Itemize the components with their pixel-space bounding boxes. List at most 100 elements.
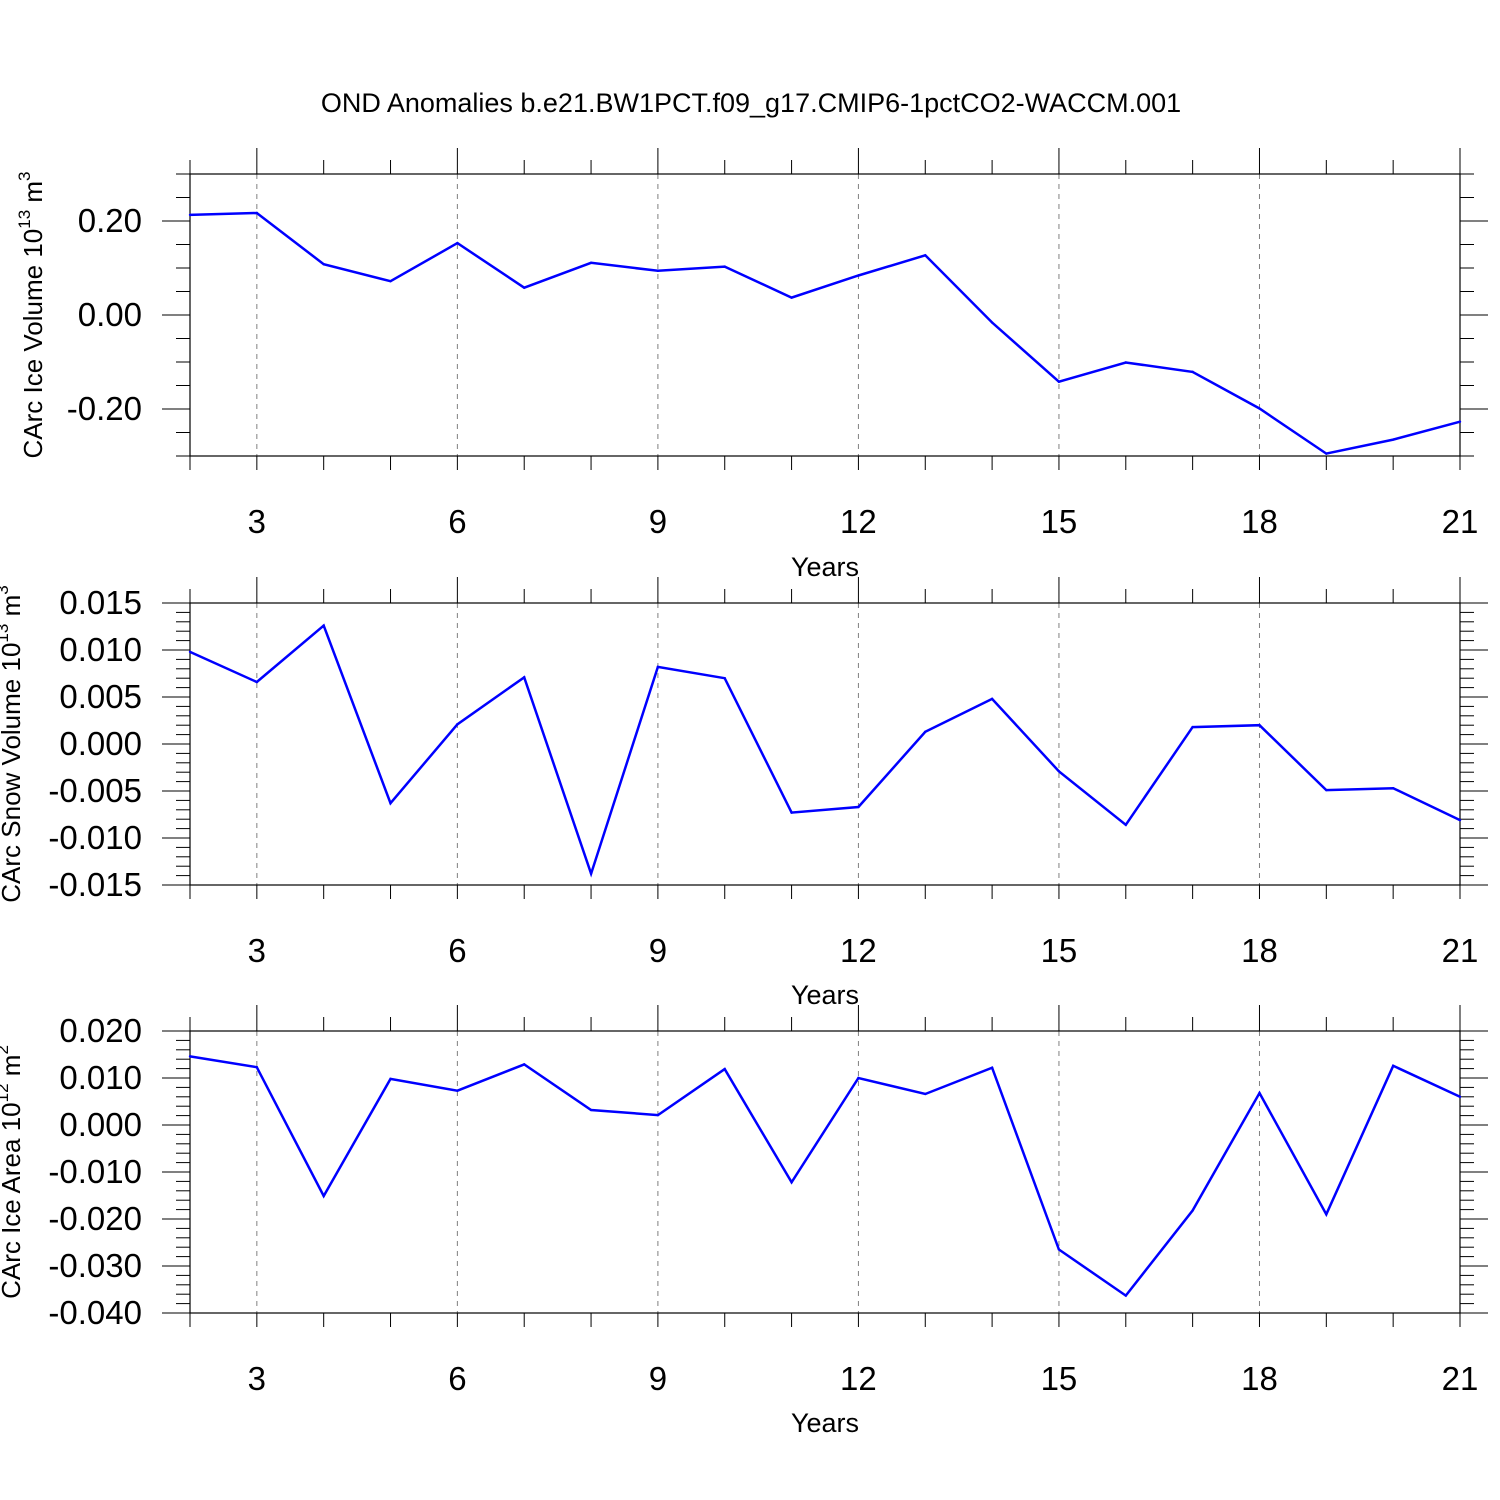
y-tick-label: -0.20 bbox=[67, 390, 142, 427]
ylabel-ice-volume: CArc Ice Volume 1013 m3 bbox=[15, 171, 48, 458]
x-tick-label: 9 bbox=[649, 932, 667, 969]
data-point bbox=[188, 650, 192, 654]
ylabel-snow-volume: CArc Snow Volume 1013 m3 bbox=[0, 585, 26, 902]
data-point bbox=[322, 1194, 325, 1198]
data-point bbox=[1191, 370, 1194, 374]
data-point bbox=[322, 263, 325, 266]
data-point bbox=[389, 802, 392, 805]
data-point bbox=[1057, 380, 1061, 383]
y-tick-label: 0.005 bbox=[59, 678, 142, 715]
x-tick-label: 12 bbox=[840, 503, 877, 540]
x-tick-label: 18 bbox=[1241, 503, 1278, 540]
data-point bbox=[589, 872, 593, 875]
y-tick-label: 0.010 bbox=[59, 1059, 142, 1096]
data-point bbox=[1258, 1091, 1261, 1095]
x-tick-label: 3 bbox=[248, 1360, 266, 1397]
data-point bbox=[322, 624, 325, 627]
y-tick-label: -0.005 bbox=[48, 772, 142, 809]
x-tick-label: 21 bbox=[1442, 1360, 1479, 1397]
data-point bbox=[1191, 1209, 1194, 1212]
xlabel-snow-volume: Years bbox=[791, 980, 859, 1010]
y-tick-label: -0.010 bbox=[48, 1153, 142, 1190]
y-tick-label: 0.20 bbox=[78, 202, 142, 239]
data-point bbox=[1458, 818, 1462, 822]
data-point bbox=[188, 1055, 192, 1058]
data-point bbox=[857, 805, 860, 809]
x-tick-label: 6 bbox=[448, 932, 466, 969]
data-point bbox=[790, 296, 793, 299]
data-point bbox=[990, 321, 994, 324]
data-point bbox=[1124, 361, 1127, 364]
y-tick-label: 0.000 bbox=[59, 725, 142, 762]
x-tick-label: 9 bbox=[649, 1360, 667, 1397]
x-tick-label: 18 bbox=[1241, 932, 1278, 969]
data-point bbox=[723, 265, 726, 268]
x-tick-label: 12 bbox=[840, 1360, 877, 1397]
data-point bbox=[790, 811, 793, 814]
data-point bbox=[790, 1181, 793, 1184]
series-line bbox=[189, 1055, 1461, 1298]
plot-frame bbox=[189, 602, 1461, 886]
data-point bbox=[255, 211, 259, 215]
data-point bbox=[990, 697, 994, 701]
y-tick-label: -0.010 bbox=[48, 819, 142, 856]
data-point bbox=[188, 213, 192, 217]
figure-title: OND Anomalies b.e21.BW1PCT.f09_g17.CMIP6… bbox=[321, 88, 1181, 118]
x-tick-label: 18 bbox=[1241, 1360, 1278, 1397]
y-tick-label: 0.020 bbox=[59, 1012, 142, 1049]
data-point bbox=[924, 254, 927, 257]
x-tick-label: 15 bbox=[1041, 932, 1078, 969]
y-tick-label: 0.010 bbox=[59, 631, 142, 668]
panel-ice-area: CArc Ice Area 1012 m2 Years 3 6 9 12 15 18 21 -… bbox=[0, 1005, 1488, 1438]
data-point bbox=[990, 1066, 994, 1069]
x-tick-label: 15 bbox=[1041, 1360, 1078, 1397]
data-point bbox=[1057, 770, 1061, 773]
data-point bbox=[924, 730, 927, 733]
series-line bbox=[189, 211, 1461, 455]
data-point bbox=[1191, 725, 1194, 729]
data-point bbox=[1258, 407, 1261, 410]
data-point bbox=[456, 241, 459, 245]
data-point bbox=[857, 274, 860, 277]
data-point bbox=[1124, 1294, 1127, 1297]
data-point bbox=[389, 279, 392, 283]
data-point bbox=[389, 1077, 392, 1081]
data-point bbox=[1391, 438, 1395, 441]
plot-frame bbox=[189, 173, 1461, 457]
y-tick-label: -0.030 bbox=[48, 1247, 142, 1284]
xlabel-ice-area: Years bbox=[791, 1408, 859, 1438]
data-point bbox=[1325, 452, 1328, 455]
data-point bbox=[523, 1063, 526, 1066]
data-point bbox=[656, 665, 660, 669]
x-tick-label: 12 bbox=[840, 932, 877, 969]
data-point bbox=[857, 1076, 860, 1080]
data-point bbox=[1057, 1248, 1061, 1251]
y-tick-label: 0.000 bbox=[59, 1106, 142, 1143]
data-point bbox=[656, 269, 660, 273]
x-tick-label: 15 bbox=[1041, 503, 1078, 540]
y-tick-label: -0.040 bbox=[48, 1294, 142, 1331]
data-point bbox=[1124, 823, 1127, 827]
x-tick-label: 21 bbox=[1442, 503, 1479, 540]
data-point bbox=[1325, 1213, 1328, 1216]
ylabel-ice-area: CArc Ice Area 1012 m2 bbox=[0, 1045, 26, 1299]
data-point bbox=[456, 1089, 459, 1092]
x-tick-label: 9 bbox=[649, 503, 667, 540]
data-point bbox=[456, 723, 459, 726]
data-point bbox=[1391, 786, 1395, 790]
data-point bbox=[1258, 724, 1261, 727]
data-point bbox=[523, 286, 526, 289]
data-point bbox=[656, 1113, 660, 1117]
data-point bbox=[1325, 788, 1328, 792]
y-tick-label: 0.015 bbox=[59, 584, 142, 621]
series-line bbox=[189, 623, 1461, 878]
data-point bbox=[1391, 1064, 1395, 1067]
y-tick-label: -0.015 bbox=[48, 866, 142, 903]
xlabel-ice-volume: Years bbox=[791, 552, 859, 582]
x-tick-label: 6 bbox=[448, 1360, 466, 1397]
data-point bbox=[589, 1108, 593, 1112]
data-point bbox=[589, 261, 593, 265]
panel-snow-volume: CArc Snow Volume 1013 m3 Years 3 6 9 12 15 18… bbox=[0, 577, 1488, 1010]
x-tick-label: 6 bbox=[448, 503, 466, 540]
data-point bbox=[723, 677, 726, 680]
